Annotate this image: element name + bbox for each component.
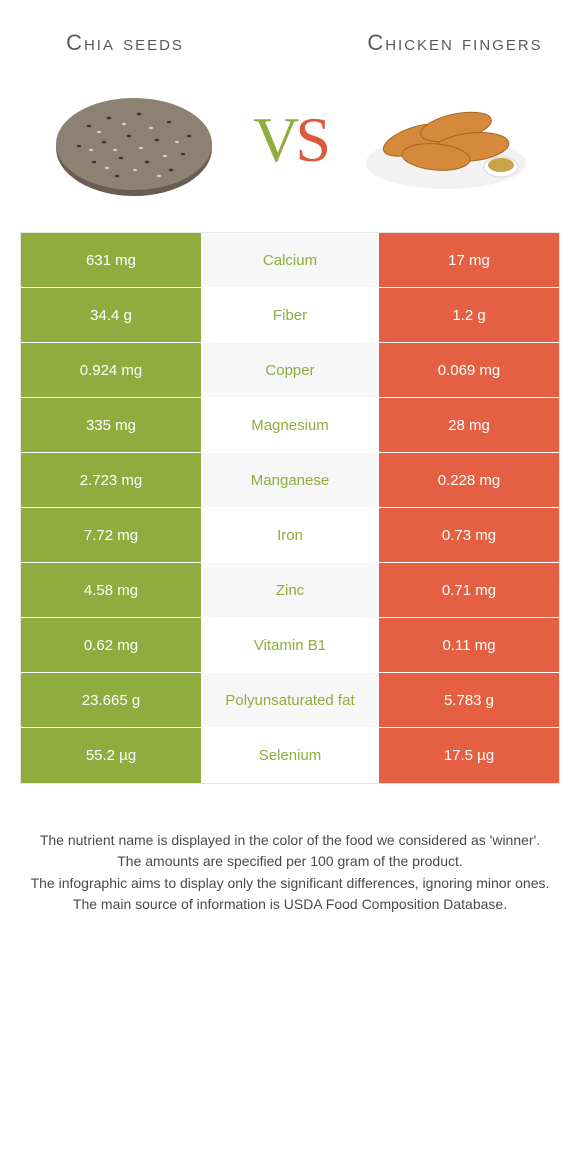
nutrient-label: Calcium (201, 233, 379, 287)
table-row: 631 mgCalcium17 mg (21, 233, 559, 288)
value-right: 1.2 g (379, 288, 559, 342)
table-row: 0.62 mgVitamin B10.11 mg (21, 618, 559, 673)
table-row: 34.4 gFiber1.2 g (21, 288, 559, 343)
value-left: 23.665 g (21, 673, 201, 727)
nutrient-label: Copper (201, 343, 379, 397)
vs-label: VS (247, 103, 333, 177)
table-row: 23.665 gPolyunsaturated fat5.783 g (21, 673, 559, 728)
value-right: 0.73 mg (379, 508, 559, 562)
table-row: 7.72 mgIron0.73 mg (21, 508, 559, 563)
value-right: 17 mg (379, 233, 559, 287)
footer-line-4: The main source of information is USDA F… (30, 894, 550, 914)
value-left: 55.2 µg (21, 728, 201, 783)
nutrient-label: Magnesium (201, 398, 379, 452)
nutrient-label: Fiber (201, 288, 379, 342)
footer-line-2: The amounts are specified per 100 gram o… (30, 851, 550, 871)
value-left: 34.4 g (21, 288, 201, 342)
value-left: 4.58 mg (21, 563, 201, 617)
nutrient-table: 631 mgCalcium17 mg34.4 gFiber1.2 g0.924 … (20, 232, 560, 784)
value-right: 0.71 mg (379, 563, 559, 617)
value-left: 335 mg (21, 398, 201, 452)
value-left: 2.723 mg (21, 453, 201, 507)
images-row: VS (0, 66, 580, 232)
value-right: 17.5 µg (379, 728, 559, 783)
value-right: 5.783 g (379, 673, 559, 727)
chicken-fingers-icon (361, 85, 531, 195)
chia-seeds-icon (49, 76, 219, 204)
table-row: 335 mgMagnesium28 mg (21, 398, 559, 453)
vs-v: V (253, 104, 295, 175)
nutrient-label: Manganese (201, 453, 379, 507)
value-left: 0.924 mg (21, 343, 201, 397)
title-right: Chicken fingers (350, 30, 560, 56)
nutrient-label: Vitamin B1 (201, 618, 379, 672)
table-row: 2.723 mgManganese0.228 mg (21, 453, 559, 508)
nutrient-label: Polyunsaturated fat (201, 673, 379, 727)
value-left: 631 mg (21, 233, 201, 287)
table-row: 4.58 mgZinc0.71 mg (21, 563, 559, 618)
nutrient-label: Zinc (201, 563, 379, 617)
chicken-fingers-image (333, 85, 560, 195)
value-right: 0.11 mg (379, 618, 559, 672)
vs-s: S (295, 104, 327, 175)
value-right: 28 mg (379, 398, 559, 452)
table-row: 0.924 mgCopper0.069 mg (21, 343, 559, 398)
footer-line-1: The nutrient name is displayed in the co… (30, 830, 550, 850)
chia-seeds-image (20, 76, 247, 204)
value-right: 0.069 mg (379, 343, 559, 397)
value-right: 0.228 mg (379, 453, 559, 507)
value-left: 0.62 mg (21, 618, 201, 672)
nutrient-label: Iron (201, 508, 379, 562)
title-left: Chia seeds (20, 30, 230, 56)
footer-notes: The nutrient name is displayed in the co… (30, 830, 550, 914)
table-row: 55.2 µgSelenium17.5 µg (21, 728, 559, 783)
nutrient-label: Selenium (201, 728, 379, 783)
value-left: 7.72 mg (21, 508, 201, 562)
footer-line-3: The infographic aims to display only the… (30, 873, 550, 893)
header-row: Chia seeds Chicken fingers (0, 0, 580, 66)
